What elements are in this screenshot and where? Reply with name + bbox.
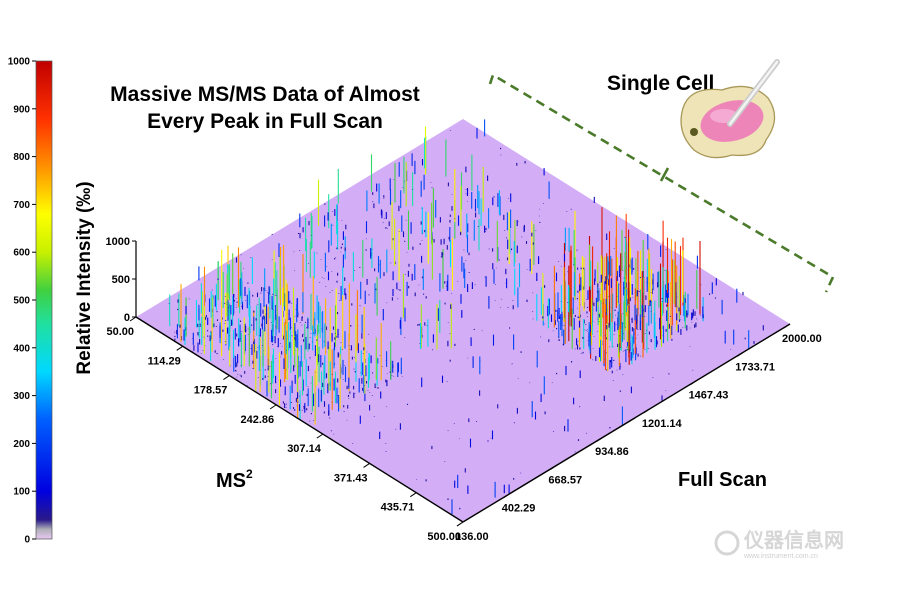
y-tick-mark xyxy=(316,433,324,439)
colorbar-tick-label: 1000 xyxy=(8,57,31,68)
y-tick-mark xyxy=(223,375,230,380)
y-tick-label: 500.00 xyxy=(427,531,461,543)
x-tick-label: 2000.00 xyxy=(782,333,822,345)
x-tick-mark xyxy=(503,493,510,499)
y-tick-label: 242.86 xyxy=(240,414,274,426)
bracket-dashed-line xyxy=(488,73,835,293)
colorbar-tick-label: 300 xyxy=(13,391,30,402)
colorbar-tick-label: 700 xyxy=(13,200,30,211)
watermark-text: 仪器信息网 xyxy=(743,528,844,552)
y-tick-mark xyxy=(176,345,183,351)
z-tick-label: 0 xyxy=(124,312,130,324)
colorbar-tick-label: 0 xyxy=(24,535,30,546)
bracket-tick xyxy=(659,167,670,182)
x-tick-mark xyxy=(596,436,604,442)
x-tick-label: 136.00 xyxy=(455,531,489,543)
colorbar-tick-label: 900 xyxy=(13,104,30,115)
y-axis-title-superscript: 2 xyxy=(246,467,253,481)
y-axis-title-main: MS xyxy=(216,470,246,492)
single-cell-label: Single Cell xyxy=(607,72,714,95)
x-tick-mark xyxy=(643,408,651,414)
axes: 136.00 402.29 668.57 934.86 1201.14 1467.43 17… xyxy=(106,236,822,543)
x-tick-label: 1201.14 xyxy=(642,418,683,430)
y-tick-mark xyxy=(410,492,417,498)
colorbar-gradient xyxy=(35,60,53,540)
x-tick-label: 1733.71 xyxy=(735,361,775,373)
watermark-subtext: www.instrument.com.cn xyxy=(743,553,818,560)
y-axis-line xyxy=(135,316,464,523)
x-axis-line xyxy=(462,323,791,523)
colorbar-tick-label: 500 xyxy=(13,296,30,307)
colorbar-tick-label: 600 xyxy=(13,248,30,259)
y-tick-label: 50.00 xyxy=(106,326,134,338)
x-axis-title: Full Scan xyxy=(678,469,767,491)
y-tick-label: 435.71 xyxy=(381,502,415,514)
colorbar-tick-label: 400 xyxy=(13,343,30,354)
y-tick-mark xyxy=(269,404,277,410)
x-tick-mark xyxy=(783,323,791,329)
x-tick-label: 934.86 xyxy=(595,446,629,458)
z-tick-label: 500 xyxy=(112,274,130,286)
cell-icon xyxy=(680,59,780,159)
y-tick-label: 178.57 xyxy=(194,385,228,397)
colorbar-tick-label: 800 xyxy=(13,152,30,163)
plot-floor xyxy=(136,119,790,522)
colorbar-tick-label: 200 xyxy=(13,439,30,450)
y-tick-label: 307.14 xyxy=(287,443,322,455)
x-tick-label: 668.57 xyxy=(548,474,582,486)
y-axis-title: MS2 xyxy=(216,467,253,492)
x-tick-label: 402.29 xyxy=(502,503,536,515)
y-tick-mark xyxy=(456,521,464,527)
x-tick-mark xyxy=(737,351,744,357)
watermark: 仪器信息网 www.instrument.com.cn xyxy=(714,528,844,560)
chart-title-line-2: Every Peak in Full Scan xyxy=(147,110,383,133)
y-tick-mark xyxy=(129,316,137,322)
y-tick-mark xyxy=(363,463,370,468)
watermark-logo-icon xyxy=(714,530,740,556)
single-cell-annotation: Single Cell xyxy=(488,59,835,293)
x-tick-label: 1467.43 xyxy=(689,390,729,402)
peak-lines xyxy=(168,119,764,515)
y-tick-label: 114.29 xyxy=(148,355,181,367)
colorbar-title: Relative Intensity (‰) xyxy=(74,181,95,374)
colorbar-tick-label: 100 xyxy=(13,487,30,498)
x-tick-mark xyxy=(690,380,697,385)
z-tick-label: 1000 xyxy=(106,236,130,248)
y-tick-label: 371.43 xyxy=(334,472,368,484)
x-tick-mark xyxy=(550,465,557,470)
chart-title-line-1: Massive MS/MS Data of Almost xyxy=(110,83,420,106)
